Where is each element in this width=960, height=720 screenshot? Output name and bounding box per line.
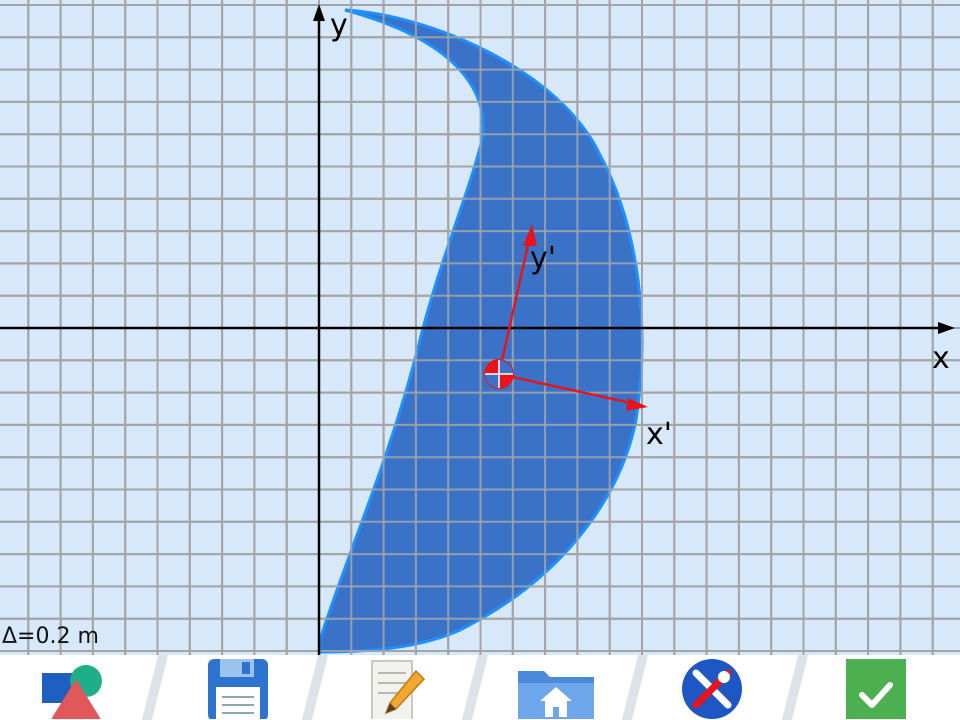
confirm-button[interactable] xyxy=(806,655,946,720)
drawing-canvas[interactable]: x y x' y' xyxy=(0,0,960,655)
x-axis-label: x xyxy=(932,341,950,376)
y-axis-arrowhead xyxy=(313,4,325,21)
local-x-axis xyxy=(498,372,641,407)
toolbar-separator xyxy=(141,655,169,720)
tools-icon xyxy=(682,658,742,719)
local-x-axis-label: x' xyxy=(646,417,672,452)
shapes-button[interactable] xyxy=(4,655,144,720)
shapes-icon xyxy=(42,664,102,719)
x-axis-arrowhead xyxy=(938,322,955,334)
save-button[interactable] xyxy=(168,655,308,720)
home-folder-icon xyxy=(518,670,594,719)
home-button[interactable] xyxy=(486,655,626,720)
local-y-axis xyxy=(497,235,532,375)
local-y-axis-label: y' xyxy=(530,241,556,276)
floppy-disk-icon xyxy=(208,658,268,719)
local-y-arrowhead xyxy=(523,224,537,246)
local-x-arrowhead xyxy=(626,398,648,411)
settings-button[interactable] xyxy=(642,655,782,720)
centroid-marker[interactable] xyxy=(484,359,514,389)
toolbar-separator xyxy=(781,655,809,720)
notepad-pencil-icon xyxy=(371,659,426,719)
bottom-toolbar xyxy=(0,655,960,720)
grid-scale-label: Δ=0.2 m xyxy=(2,624,99,649)
edit-button[interactable] xyxy=(328,655,468,720)
checkmark-icon xyxy=(846,658,906,719)
y-axis-label: y xyxy=(330,8,348,43)
